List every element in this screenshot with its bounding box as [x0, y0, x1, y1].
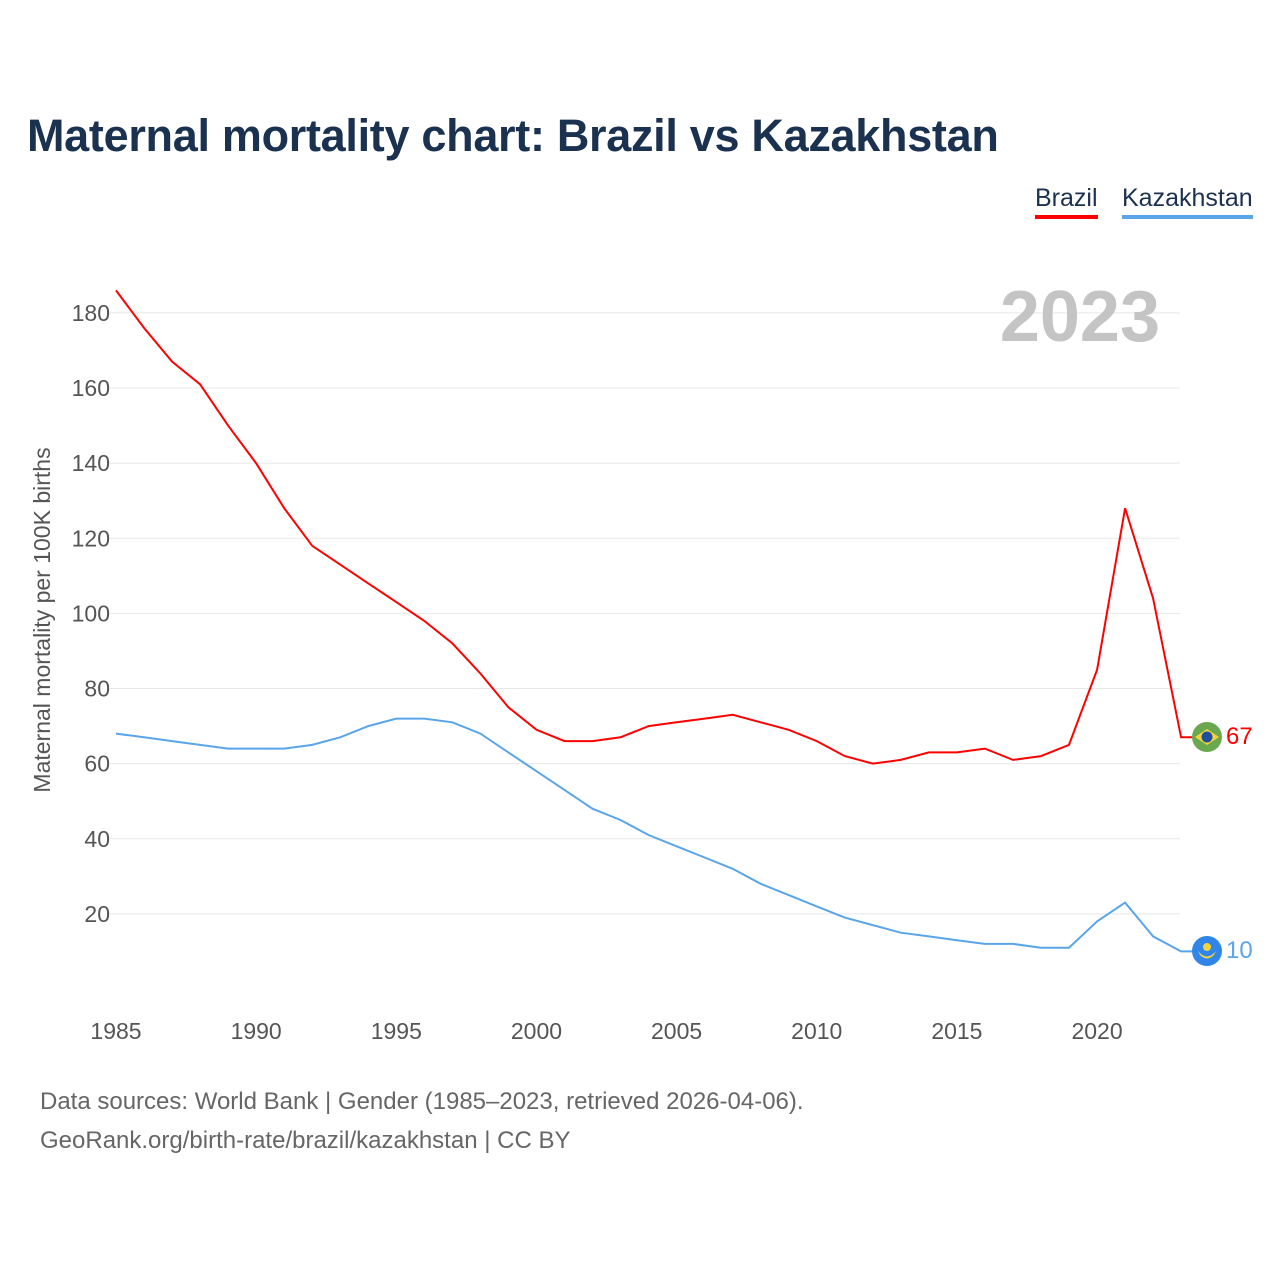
footer-sources: Data sources: World Bank | Gender (1985–…	[40, 1088, 804, 1115]
x-tick-label: 2015	[931, 1018, 982, 1044]
brazil-end-label: 67	[1226, 723, 1253, 750]
chart-title: Maternal mortality chart: Brazil vs Kaza…	[27, 110, 999, 161]
series-line-kazakhstan	[115, 717, 1195, 953]
y-tick-label: 160	[72, 375, 110, 401]
y-tick-label: 40	[84, 826, 110, 852]
y-tick-label: 60	[84, 751, 110, 777]
x-tick-label: 1990	[231, 1018, 282, 1044]
y-tick-label: 100	[72, 600, 110, 626]
legend-kazakhstan[interactable]: Kazakhstan	[1122, 184, 1253, 219]
footer-link[interactable]: GeoRank.org/birth-rate/brazil/kazakhstan…	[40, 1127, 571, 1154]
x-tick-label: 1995	[371, 1018, 422, 1044]
y-tick-label: 80	[84, 676, 110, 702]
legend-brazil[interactable]: Brazil	[1035, 184, 1098, 219]
kazakhstan-flag-icon	[1192, 936, 1222, 966]
y-tick-label: 180	[72, 300, 110, 326]
x-tick-label: 1985	[90, 1018, 141, 1044]
y-tick-label: 120	[72, 525, 110, 551]
x-tick-label: 2005	[651, 1018, 702, 1044]
year-label: 2023	[1000, 277, 1160, 357]
x-tick-label: 2000	[511, 1018, 562, 1044]
y-axis-label: Maternal mortality per 100K births	[29, 447, 55, 792]
y-tick-label: 20	[84, 901, 110, 927]
brazil-flag-icon	[1192, 722, 1222, 752]
x-tick-label: 2010	[791, 1018, 842, 1044]
kazakhstan-end-label: 10	[1226, 937, 1253, 964]
y-tick-label: 140	[72, 450, 110, 476]
x-tick-label: 2020	[1071, 1018, 1122, 1044]
series-line-brazil	[115, 289, 1195, 765]
